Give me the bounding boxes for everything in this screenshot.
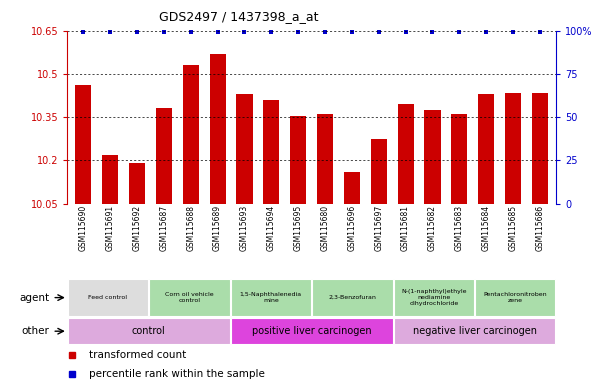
Bar	[68, 279, 148, 316]
Text: GSM115690: GSM115690	[79, 205, 88, 251]
Bar	[231, 279, 311, 316]
Text: Pentachloronitroben
zene: Pentachloronitroben zene	[483, 292, 547, 303]
Text: transformed count: transformed count	[89, 350, 186, 360]
Text: 2,3-Benzofuran: 2,3-Benzofuran	[328, 295, 376, 300]
Text: Corn oil vehicle
control: Corn oil vehicle control	[165, 292, 214, 303]
Bar	[231, 318, 392, 344]
Text: GSM115683: GSM115683	[455, 205, 464, 251]
Bar	[129, 163, 145, 204]
Bar	[532, 93, 548, 204]
Bar	[393, 279, 474, 316]
Bar	[236, 94, 252, 204]
Text: GSM115686: GSM115686	[535, 205, 544, 251]
Bar	[312, 279, 392, 316]
Bar	[75, 85, 92, 204]
Text: GSM115688: GSM115688	[186, 205, 196, 251]
Text: GSM115695: GSM115695	[294, 205, 302, 251]
Bar	[344, 172, 360, 204]
Text: GSM115697: GSM115697	[375, 205, 383, 251]
Text: positive liver carcinogen: positive liver carcinogen	[252, 326, 371, 336]
Bar	[156, 108, 172, 204]
Text: GDS2497 / 1437398_a_at: GDS2497 / 1437398_a_at	[158, 10, 318, 23]
Text: percentile rank within the sample: percentile rank within the sample	[89, 369, 265, 379]
Text: agent: agent	[20, 293, 49, 303]
Text: GSM115681: GSM115681	[401, 205, 410, 251]
Bar	[290, 116, 306, 204]
Bar	[183, 65, 199, 204]
Text: GSM115694: GSM115694	[267, 205, 276, 251]
Text: GSM115687: GSM115687	[159, 205, 169, 251]
Text: N-(1-naphthyl)ethyle
nediamine
dihydrochloride: N-(1-naphthyl)ethyle nediamine dihydroch…	[401, 289, 467, 306]
Bar	[398, 104, 414, 204]
Text: negative liver carcinogen: negative liver carcinogen	[412, 326, 536, 336]
Bar	[317, 114, 333, 204]
Bar	[210, 54, 225, 204]
Text: GSM115689: GSM115689	[213, 205, 222, 251]
Text: GSM115691: GSM115691	[106, 205, 115, 251]
Bar	[149, 279, 230, 316]
Bar	[505, 93, 521, 204]
Text: GSM115692: GSM115692	[133, 205, 142, 251]
Text: GSM115682: GSM115682	[428, 205, 437, 251]
Bar	[102, 154, 119, 204]
Text: GSM115693: GSM115693	[240, 205, 249, 251]
Text: GSM115696: GSM115696	[348, 205, 356, 251]
Text: other: other	[21, 326, 49, 336]
Text: GSM115680: GSM115680	[321, 205, 329, 251]
Bar	[478, 94, 494, 204]
Bar	[68, 318, 230, 344]
Bar	[263, 100, 279, 204]
Bar	[425, 110, 441, 204]
Text: control: control	[132, 326, 166, 336]
Text: GSM115684: GSM115684	[481, 205, 491, 251]
Text: 1,5-Naphthalenedia
mine: 1,5-Naphthalenedia mine	[240, 292, 302, 303]
Bar	[371, 139, 387, 204]
Bar	[393, 318, 555, 344]
Text: GSM115685: GSM115685	[508, 205, 518, 251]
Bar	[452, 114, 467, 204]
Bar	[475, 279, 555, 316]
Text: Feed control: Feed control	[89, 295, 128, 300]
